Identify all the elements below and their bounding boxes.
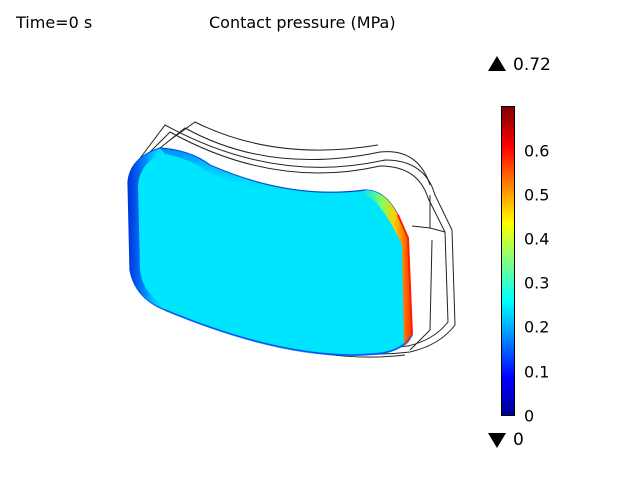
colorbar-min-label: 0: [513, 430, 524, 450]
time-label: Time=0 s: [16, 13, 93, 32]
colorbar-tick-label: 0.1: [524, 362, 550, 382]
colorbar-tick-label: 0.6: [524, 141, 550, 161]
contact-patch: [127, 147, 413, 357]
colorbar: [501, 106, 515, 416]
colorbar-tick-label: 0.4: [524, 229, 550, 249]
colorbar-tick-label: 0: [524, 406, 535, 426]
colorbar-max-label: 0.72: [513, 55, 551, 75]
colorbar-tick-label: 0.5: [524, 185, 550, 205]
colorbar-tick-label: 0.3: [524, 273, 550, 293]
max-triangle-icon: [488, 56, 506, 71]
min-triangle-icon: [488, 433, 506, 448]
colorbar-tick-label: 0.2: [524, 317, 550, 337]
plot-title: Contact pressure (MPa): [209, 13, 396, 32]
